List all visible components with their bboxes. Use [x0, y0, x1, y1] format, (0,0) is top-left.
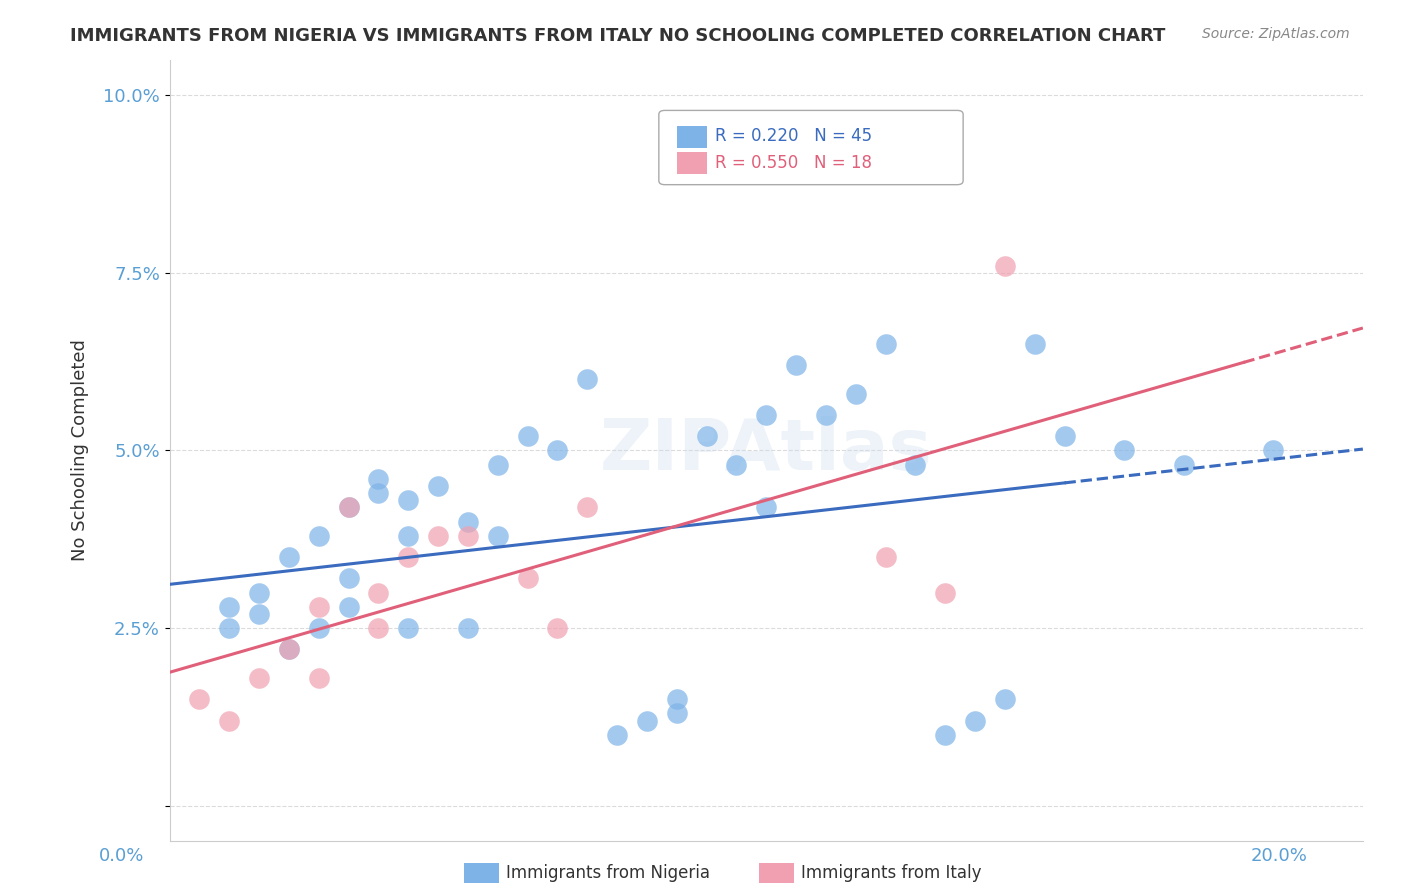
Point	[516, 429, 538, 443]
FancyBboxPatch shape	[676, 126, 707, 148]
Point	[845, 386, 868, 401]
Point	[1053, 429, 1076, 443]
Point	[277, 642, 299, 657]
Point	[665, 706, 688, 721]
Point	[367, 472, 389, 486]
Y-axis label: No Schooling Completed: No Schooling Completed	[72, 340, 89, 561]
Point	[308, 529, 330, 543]
Point	[1263, 443, 1285, 458]
Point	[636, 714, 658, 728]
Point	[1114, 443, 1136, 458]
Point	[247, 585, 270, 599]
Point	[546, 621, 568, 635]
Point	[218, 621, 240, 635]
Point	[337, 500, 360, 515]
Text: ZIPAtlas: ZIPAtlas	[600, 416, 932, 485]
Point	[457, 515, 479, 529]
Point	[188, 692, 211, 706]
Point	[247, 671, 270, 685]
Point	[427, 479, 450, 493]
Point	[308, 671, 330, 685]
Point	[994, 692, 1017, 706]
Point	[427, 529, 450, 543]
Point	[665, 692, 688, 706]
Text: R = 0.220   N = 45: R = 0.220 N = 45	[714, 128, 872, 145]
Point	[396, 621, 419, 635]
Point	[337, 571, 360, 585]
Point	[725, 458, 748, 472]
Point	[367, 585, 389, 599]
Point	[875, 336, 897, 351]
Point	[516, 571, 538, 585]
Text: IMMIGRANTS FROM NIGERIA VS IMMIGRANTS FROM ITALY NO SCHOOLING COMPLETED CORRELAT: IMMIGRANTS FROM NIGERIA VS IMMIGRANTS FR…	[70, 27, 1166, 45]
Text: 20.0%: 20.0%	[1251, 847, 1308, 865]
Point	[576, 372, 599, 386]
Point	[367, 486, 389, 500]
Point	[696, 429, 718, 443]
Text: 0.0%: 0.0%	[98, 847, 143, 865]
Point	[1024, 336, 1046, 351]
Point	[457, 529, 479, 543]
Point	[546, 443, 568, 458]
Point	[486, 529, 509, 543]
FancyBboxPatch shape	[659, 111, 963, 185]
Point	[755, 408, 778, 422]
Point	[396, 529, 419, 543]
Point	[308, 599, 330, 614]
Point	[486, 458, 509, 472]
Point	[337, 500, 360, 515]
Point	[994, 259, 1017, 273]
Point	[965, 714, 987, 728]
Point	[934, 728, 956, 742]
Point	[337, 599, 360, 614]
FancyBboxPatch shape	[676, 152, 707, 174]
Point	[277, 642, 299, 657]
Point	[576, 500, 599, 515]
Text: Immigrants from Italy: Immigrants from Italy	[801, 864, 981, 882]
Point	[875, 550, 897, 565]
Point	[396, 493, 419, 508]
Point	[247, 607, 270, 621]
Point	[904, 458, 927, 472]
Point	[934, 585, 956, 599]
Text: Immigrants from Nigeria: Immigrants from Nigeria	[506, 864, 710, 882]
Point	[785, 358, 807, 372]
Point	[218, 599, 240, 614]
Point	[218, 714, 240, 728]
Text: Source: ZipAtlas.com: Source: ZipAtlas.com	[1202, 27, 1350, 41]
Text: R = 0.550   N = 18: R = 0.550 N = 18	[714, 153, 872, 172]
Point	[277, 550, 299, 565]
Point	[367, 621, 389, 635]
Point	[1173, 458, 1195, 472]
Point	[606, 728, 628, 742]
Point	[396, 550, 419, 565]
Point	[308, 621, 330, 635]
Point	[814, 408, 837, 422]
Point	[755, 500, 778, 515]
Point	[457, 621, 479, 635]
